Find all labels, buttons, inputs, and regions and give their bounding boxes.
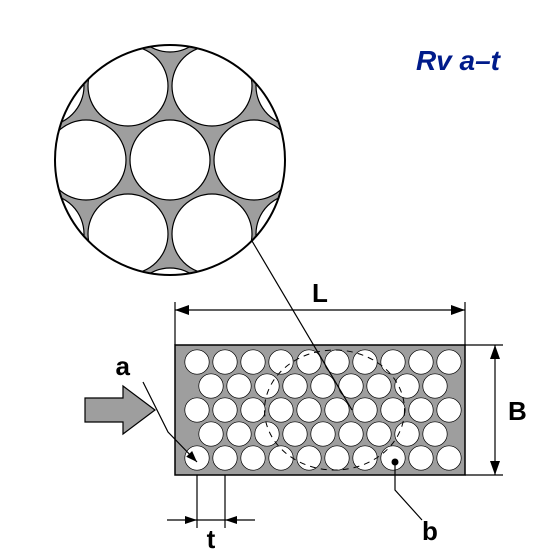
label-b: b bbox=[422, 516, 438, 546]
title-label: Rv a–t bbox=[416, 45, 502, 76]
label-t: t bbox=[207, 524, 216, 550]
label-B: B bbox=[508, 396, 527, 426]
perforated-sheet bbox=[175, 345, 465, 475]
label-L: L bbox=[312, 278, 328, 308]
label-a: a bbox=[116, 351, 131, 381]
